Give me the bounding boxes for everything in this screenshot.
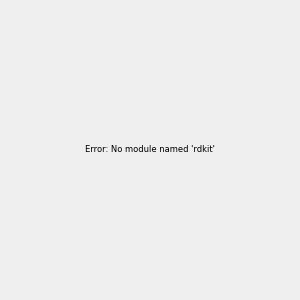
Text: Error: No module named 'rdkit': Error: No module named 'rdkit' [85,146,215,154]
